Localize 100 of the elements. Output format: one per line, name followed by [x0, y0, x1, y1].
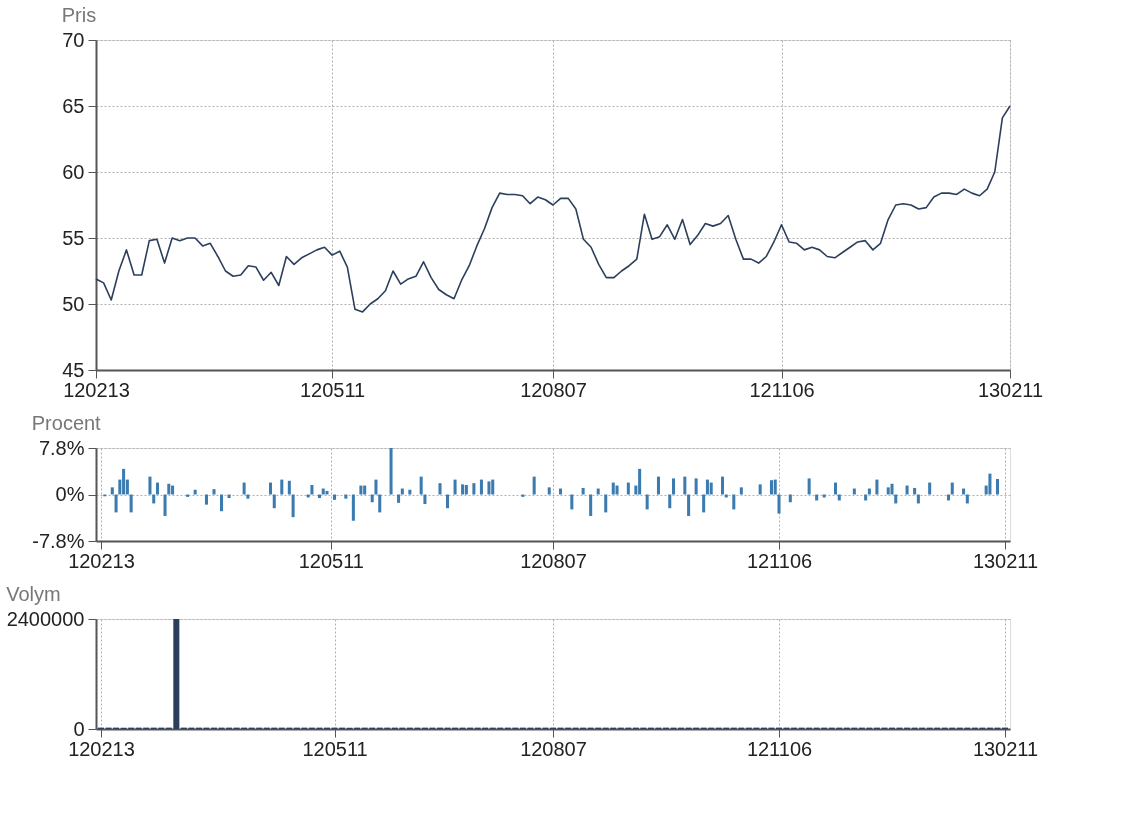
- bar: [310, 484, 314, 495]
- bar: [389, 448, 393, 495]
- y-tick-label: 7.8%: [38, 436, 85, 459]
- bar: [962, 488, 966, 495]
- bar: [604, 494, 608, 513]
- bar: [950, 482, 954, 495]
- bar: [852, 488, 856, 495]
- bar: [833, 482, 838, 495]
- x-tick-label: 120213: [68, 549, 135, 572]
- bar: [905, 485, 909, 495]
- x-tick-label: 120213: [68, 737, 135, 760]
- bar: [397, 494, 401, 503]
- line-series: [95, 105, 1011, 313]
- bar: [453, 479, 457, 495]
- bar: [287, 480, 291, 495]
- bar: [487, 481, 491, 495]
- bar: [769, 480, 773, 495]
- x-tick-label: 120213: [63, 378, 130, 401]
- bar: [333, 494, 337, 500]
- bar: [212, 489, 216, 495]
- bar: [280, 479, 284, 495]
- y-tick-label: 45: [62, 358, 85, 381]
- bar: [272, 494, 276, 509]
- bar: [472, 483, 476, 495]
- bar: [672, 478, 676, 495]
- bar: [423, 494, 427, 505]
- bar: [148, 476, 152, 495]
- bar: [988, 473, 992, 495]
- bar: [626, 482, 630, 495]
- bar: [344, 494, 348, 499]
- bar: [589, 494, 593, 516]
- y-tick-label: 2400000: [6, 607, 85, 630]
- bar: [913, 487, 917, 495]
- chart-title: Procent: [31, 412, 102, 434]
- bar: [656, 476, 660, 495]
- y-tick-label: 60: [62, 160, 85, 183]
- y-tick-label: 70: [62, 28, 85, 51]
- y-tick-label: 0: [73, 717, 85, 740]
- bar: [758, 484, 762, 495]
- x-tick-label: 120511: [298, 549, 364, 572]
- bar: [668, 494, 672, 509]
- bar: [114, 494, 118, 513]
- bar: [220, 494, 224, 512]
- bar: [479, 479, 483, 495]
- bar: [702, 494, 706, 513]
- bar: [374, 479, 378, 495]
- bar: [321, 488, 325, 495]
- bar: [532, 476, 536, 495]
- bar: [246, 494, 250, 499]
- bar: [155, 482, 160, 495]
- x-tick-label: 121106: [749, 378, 815, 401]
- bar: [875, 479, 879, 495]
- x-tick-label: 130211: [977, 378, 1044, 401]
- bar: [204, 494, 208, 505]
- bar: [611, 482, 615, 495]
- bar: [461, 484, 465, 495]
- bar: [709, 482, 713, 495]
- bar: [291, 494, 295, 518]
- x-tick-label: 120807: [520, 737, 587, 760]
- bar: [596, 488, 600, 495]
- bar: [890, 483, 894, 495]
- bar: [491, 479, 495, 495]
- bar: [419, 476, 423, 495]
- y-tick-label: 0%: [55, 483, 85, 505]
- bar: [378, 494, 382, 513]
- bar: [559, 488, 563, 495]
- x-tick-label: 120807: [520, 549, 587, 572]
- bar: [886, 487, 890, 495]
- bar: [351, 494, 355, 521]
- bar: [807, 478, 811, 495]
- bar: [408, 489, 412, 495]
- x-tick-label: 130211: [972, 549, 1039, 572]
- bar: [638, 468, 642, 495]
- bar: [615, 485, 619, 495]
- chart-title: Volym: [6, 583, 61, 605]
- bar: [773, 479, 777, 495]
- bar: [325, 490, 329, 495]
- bar: [438, 483, 442, 495]
- bar: [359, 485, 363, 495]
- y-tick-label: 55: [62, 226, 85, 249]
- bar: [446, 494, 450, 509]
- bar: [464, 484, 468, 495]
- bar: [122, 468, 126, 495]
- bar: [720, 476, 725, 495]
- bar: [193, 489, 197, 495]
- x-tick-label: 120807: [520, 378, 587, 401]
- bar: [167, 483, 171, 495]
- x-tick-label: 120511: [302, 737, 368, 760]
- x-tick-label: 120511: [299, 378, 366, 401]
- bar: [867, 488, 871, 495]
- y-tick-label: 50: [62, 292, 85, 315]
- bar: [163, 494, 167, 516]
- y-tick-label: -7.8%: [32, 529, 85, 552]
- bar: [705, 479, 709, 495]
- bar: [645, 494, 649, 510]
- bar: [694, 478, 698, 495]
- y-tick-label: 65: [62, 94, 85, 117]
- bar: [683, 476, 687, 495]
- bar: [732, 494, 736, 510]
- bar: [171, 485, 175, 495]
